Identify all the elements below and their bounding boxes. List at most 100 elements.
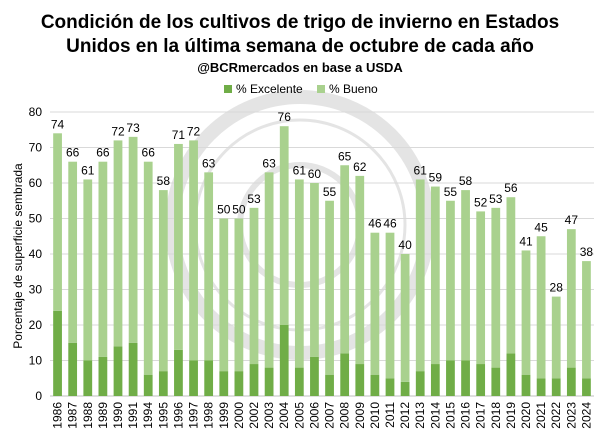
chart-title-line-2: Unidos en la última semana de octubre de… — [66, 36, 534, 57]
x-tick-label: 2018 — [489, 402, 503, 429]
bar-bueno — [310, 183, 319, 357]
bar-excelente — [415, 371, 425, 396]
data-label-total: 66 — [96, 146, 110, 160]
legend-label-excelente: % Excelente — [236, 82, 303, 96]
bar-bueno — [219, 218, 229, 372]
x-tick-label: 2002 — [247, 402, 261, 429]
x-tick-label: 2005 — [292, 402, 306, 429]
x-tick-label: 1998 — [202, 402, 216, 429]
bar-excelente — [204, 360, 214, 396]
bar-excelente — [521, 374, 531, 396]
bar-bueno — [158, 190, 168, 372]
bar-excelente — [461, 360, 470, 396]
gridlines — [50, 111, 594, 397]
chart-subtitle: @BCRmercados en base a USDA — [197, 60, 403, 75]
bar-bueno — [551, 296, 561, 379]
y-tick-label: 10 — [29, 354, 43, 368]
x-tick-label: 2009 — [353, 402, 367, 429]
bar-bueno — [264, 172, 274, 368]
x-tick-label: 2007 — [323, 402, 337, 429]
bar-bueno — [143, 161, 153, 375]
bar-excelente — [476, 364, 486, 396]
bar-excelente — [83, 360, 93, 396]
bar-excelente — [128, 342, 138, 396]
x-tick-label: 1990 — [111, 402, 125, 429]
data-label-total: 72 — [187, 124, 201, 138]
data-label-total: 40 — [398, 238, 412, 252]
bar-bueno — [491, 207, 501, 368]
bar-bueno — [174, 143, 183, 350]
data-label-total: 53 — [489, 192, 503, 206]
bar-excelente — [551, 378, 561, 396]
data-label-total: 61 — [293, 163, 307, 177]
data-label-total: 65 — [338, 149, 352, 163]
x-tick-label: 2004 — [277, 402, 291, 429]
data-label-total: 52 — [474, 195, 488, 209]
x-tick-label: 2014 — [428, 402, 442, 429]
x-tick-label: 1991 — [126, 402, 140, 429]
bar-excelente — [158, 371, 168, 396]
bar-bueno — [476, 211, 486, 365]
y-tick-label: 30 — [29, 283, 43, 297]
data-label-total: 46 — [383, 217, 397, 231]
bar-excelente — [566, 367, 576, 396]
x-tick-label: 2010 — [368, 402, 382, 429]
bar-excelente — [219, 371, 229, 396]
bar-bueno — [98, 161, 108, 357]
data-label-total: 61 — [414, 163, 428, 177]
bar-bueno — [385, 232, 395, 379]
bar-excelente — [279, 325, 289, 396]
x-tick-label: 2022 — [549, 402, 563, 429]
data-label-total: 28 — [550, 281, 564, 295]
data-label-total: 58 — [459, 174, 473, 188]
x-tick-label: 2016 — [459, 402, 473, 429]
data-label-total: 41 — [519, 234, 533, 248]
bar-bueno — [113, 140, 123, 347]
y-tick-label: 20 — [29, 318, 43, 332]
data-label-total: 55 — [323, 185, 337, 199]
bar-excelente — [340, 353, 350, 396]
bar-excelente — [189, 360, 198, 396]
bar-excelente — [325, 374, 334, 396]
x-tick-label: 1997 — [187, 402, 201, 429]
x-tick-label: 2003 — [262, 402, 276, 429]
bar-bueno — [506, 197, 516, 354]
x-tick-label: 1999 — [217, 402, 231, 429]
y-tick-label: 0 — [35, 389, 42, 403]
bar-bueno — [400, 254, 410, 382]
x-tick-label: 2013 — [413, 402, 427, 429]
bar-bueno — [234, 218, 244, 372]
data-label-total: 76 — [278, 110, 292, 124]
bar-bueno — [189, 140, 198, 361]
bar-bueno — [340, 165, 350, 354]
bar-bueno — [566, 229, 576, 368]
bar-bueno — [370, 232, 380, 375]
bar-bueno — [325, 200, 334, 375]
bar-bueno — [279, 126, 289, 325]
x-tick-label: 1996 — [171, 402, 185, 429]
x-axis-ticks: 1986 1987 1988 1989 1990 1991 1994 1995 1996 1997… — [51, 402, 594, 429]
bar-excelente — [174, 349, 183, 396]
x-tick-label: 1989 — [96, 402, 110, 429]
legend-label-bueno: % Bueno — [329, 82, 378, 96]
bar-excelente — [446, 360, 455, 396]
bar-bueno — [83, 179, 93, 361]
bar-bueno — [53, 133, 62, 311]
x-tick-label: 2012 — [398, 402, 412, 429]
data-label-total: 61 — [81, 163, 95, 177]
x-tick-label: 2024 — [579, 402, 593, 429]
legend-swatch-excelente — [224, 85, 232, 93]
legend-swatch-bueno — [317, 85, 325, 93]
data-label-total: 45 — [534, 220, 548, 234]
x-tick-label: 2000 — [232, 402, 246, 429]
x-tick-label: 2023 — [564, 402, 578, 429]
data-label-total: 58 — [157, 174, 171, 188]
chart-title-line-1: Condición de los cultivos de trigo de in… — [41, 12, 559, 33]
data-label-total: 47 — [565, 213, 579, 227]
y-tick-label: 70 — [29, 141, 43, 155]
bar-bueno — [461, 190, 470, 361]
x-tick-label: 2008 — [338, 402, 352, 429]
y-tick-label: 50 — [29, 212, 43, 226]
bar-excelente — [234, 371, 244, 396]
